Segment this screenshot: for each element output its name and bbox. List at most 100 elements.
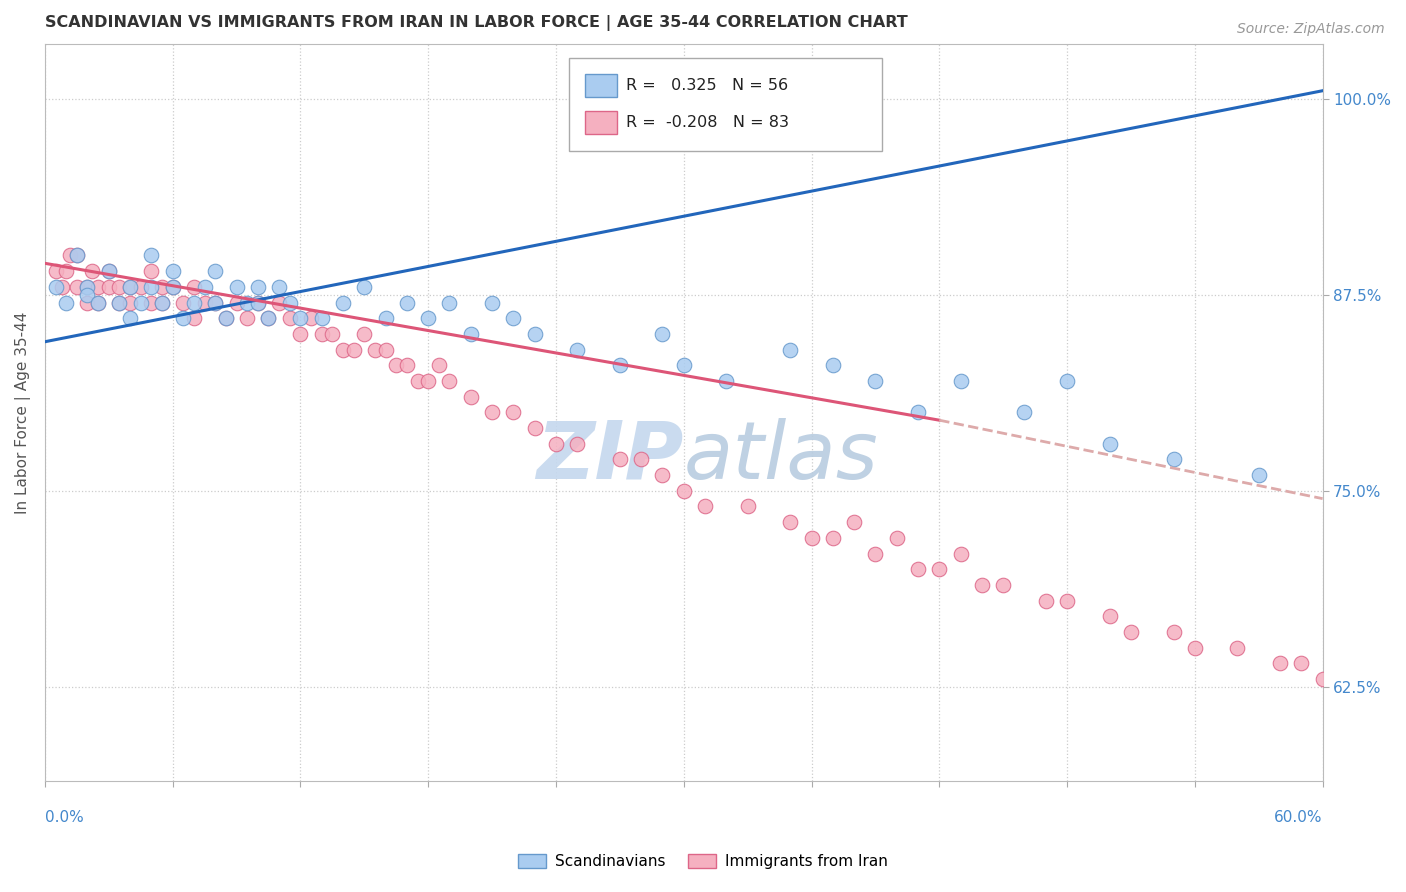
Point — [1312, 672, 1334, 686]
Point — [865, 547, 887, 561]
Point — [353, 326, 375, 341]
Point — [502, 405, 524, 419]
Point — [481, 295, 503, 310]
Point — [609, 452, 631, 467]
Point — [194, 295, 217, 310]
Point — [172, 311, 194, 326]
Point — [44, 264, 66, 278]
Point — [1291, 657, 1313, 671]
Text: ZIP: ZIP — [536, 417, 683, 496]
Point — [108, 280, 131, 294]
Point — [236, 295, 259, 310]
Text: R =  -0.208   N = 83: R = -0.208 N = 83 — [626, 115, 789, 130]
Point — [364, 343, 387, 357]
Point — [108, 295, 131, 310]
Text: Source: ZipAtlas.com: Source: ZipAtlas.com — [1237, 22, 1385, 37]
Point — [928, 562, 950, 576]
Point — [970, 578, 993, 592]
Point — [246, 280, 269, 294]
Point — [290, 311, 312, 326]
Point — [523, 326, 546, 341]
Point — [141, 280, 163, 294]
Point — [183, 280, 205, 294]
Point — [1226, 640, 1249, 655]
Point — [141, 248, 163, 262]
Point — [544, 436, 567, 450]
Point — [1119, 624, 1142, 639]
Point — [129, 295, 152, 310]
Text: SCANDINAVIAN VS IMMIGRANTS FROM IRAN IN LABOR FORCE | AGE 35-44 CORRELATION CHAR: SCANDINAVIAN VS IMMIGRANTS FROM IRAN IN … — [45, 15, 908, 31]
Point — [609, 358, 631, 372]
Point — [150, 280, 173, 294]
Text: R =   0.325   N = 56: R = 0.325 N = 56 — [626, 78, 789, 93]
Point — [567, 343, 589, 357]
Point — [907, 405, 929, 419]
Point — [299, 311, 322, 326]
Point — [162, 280, 184, 294]
Point — [215, 311, 238, 326]
Text: 60.0%: 60.0% — [1274, 811, 1323, 825]
Point — [439, 374, 461, 388]
Point — [225, 295, 247, 310]
Point — [821, 531, 844, 545]
Point — [651, 326, 673, 341]
Point — [1056, 374, 1078, 388]
Point — [97, 264, 120, 278]
Point — [108, 295, 131, 310]
Text: 0.0%: 0.0% — [45, 811, 83, 825]
Point — [76, 280, 98, 294]
Point — [427, 358, 450, 372]
Point — [502, 311, 524, 326]
Point — [278, 295, 301, 310]
Point — [630, 452, 652, 467]
Point — [215, 311, 238, 326]
Point — [120, 280, 142, 294]
Point — [865, 374, 887, 388]
Point — [907, 562, 929, 576]
Point — [87, 280, 110, 294]
Point — [332, 295, 354, 310]
Point — [779, 343, 801, 357]
Point — [651, 468, 673, 483]
Point — [246, 295, 269, 310]
Point — [1056, 593, 1078, 607]
Point — [80, 264, 103, 278]
Point — [311, 311, 333, 326]
Text: atlas: atlas — [683, 417, 879, 496]
Point — [59, 248, 82, 262]
Point — [418, 374, 440, 388]
Point — [120, 280, 142, 294]
FancyBboxPatch shape — [585, 74, 617, 97]
Point — [246, 295, 269, 310]
Point — [385, 358, 408, 372]
Point — [120, 311, 142, 326]
Point — [567, 436, 589, 450]
Point — [76, 287, 98, 301]
Point — [800, 531, 823, 545]
Point — [183, 311, 205, 326]
Point — [374, 311, 396, 326]
Y-axis label: In Labor Force | Age 35-44: In Labor Force | Age 35-44 — [15, 311, 31, 514]
Point — [842, 515, 865, 529]
Point — [395, 358, 418, 372]
Point — [672, 483, 695, 498]
Point — [332, 343, 354, 357]
Point — [991, 578, 1014, 592]
Point — [150, 295, 173, 310]
Point — [460, 326, 482, 341]
Point — [321, 326, 343, 341]
Point — [949, 547, 972, 561]
Point — [886, 531, 908, 545]
Point — [194, 280, 217, 294]
Point — [172, 295, 194, 310]
Point — [1098, 436, 1121, 450]
FancyBboxPatch shape — [569, 58, 882, 151]
Point — [460, 390, 482, 404]
Point — [523, 421, 546, 435]
Point — [1035, 593, 1057, 607]
Point — [236, 311, 259, 326]
Point — [150, 295, 173, 310]
Point — [1268, 657, 1291, 671]
Point — [55, 264, 77, 278]
Point — [1098, 609, 1121, 624]
